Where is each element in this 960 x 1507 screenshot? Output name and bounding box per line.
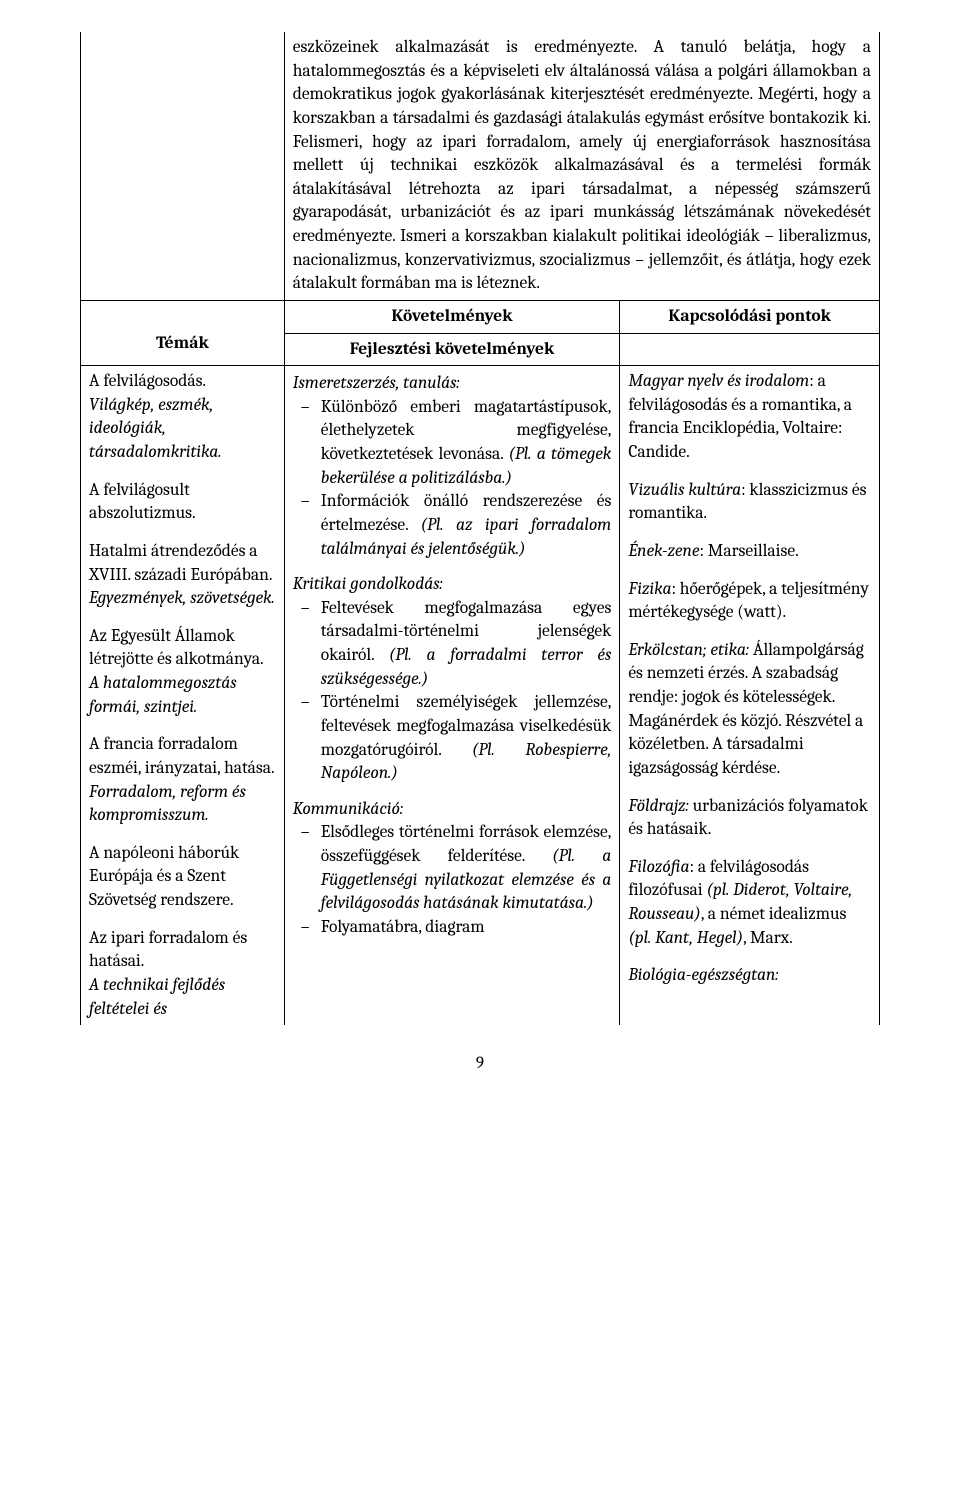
requirement-item: Különböző emberi magatartástípusok, élet… [293, 396, 612, 491]
topics-cell: A felvilágosodás.Világkép, eszmék, ideol… [81, 366, 285, 1026]
topic-subtitle: Egyezmények, szövetségek. [89, 587, 276, 611]
connection-label: Erkölcstan; etika: [628, 640, 749, 660]
connection-text: : Marseillaise. [700, 541, 799, 561]
topic-title: A felvilágosult abszolutizmus. [89, 479, 276, 526]
connections-header: Kapcsolódási pontok [620, 300, 880, 333]
connection-block: Földrajz: urbanizációs folyamatok és hat… [628, 795, 871, 842]
requirement-section-heading: Kritikai gondolkodás: [293, 573, 612, 597]
connection-label: Biológia-egészségtan: [628, 965, 778, 985]
topic-title: A felvilágosodás. [89, 370, 276, 394]
connection-block: Erkölcstan; etika: Állampolgárság és nem… [628, 639, 871, 781]
topic-block: A napóleoni háborúk Európája és a Szent … [89, 842, 276, 913]
topic-subtitle: A technikai fejlődés feltételei és [89, 974, 276, 1021]
requirements-header: Követelmények [284, 300, 620, 333]
connection-text-part: , a német idealizmus [701, 904, 847, 924]
connection-label: Vizuális kultúra [628, 480, 741, 500]
intro-left-cell [81, 32, 285, 300]
page-number: 9 [80, 1053, 880, 1076]
connection-block: Ének-zene: Marseillaise. [628, 540, 871, 564]
requirement-item: Folyamatábra, diagram [293, 916, 612, 940]
topic-block: A felvilágosult abszolutizmus. [89, 479, 276, 526]
requirement-item: Feltevések megfogalmazása egyes társadal… [293, 597, 612, 692]
topic-subtitle: A hatalommegosztás formái, szintjei. [89, 672, 276, 719]
topic-block: Az ipari forradalom és hatásai.A technik… [89, 927, 276, 1022]
requirement-item: Információk önálló rendszerezése és érte… [293, 490, 612, 561]
topic-title: Az ipari forradalom és hatásai. [89, 927, 276, 974]
requirement-list: Feltevések megfogalmazása egyes társadal… [293, 597, 612, 786]
requirement-item: Elsődleges történelmi források elemzése,… [293, 821, 612, 916]
requirement-section-heading: Ismeretszerzés, tanulás: [293, 372, 612, 396]
connection-block: Vizuális kultúra: klasszicizmus és roman… [628, 479, 871, 526]
connection-label: Fizika [628, 579, 671, 599]
requirement-list: Különböző emberi magatartástípusok, élet… [293, 396, 612, 561]
topic-subtitle: Világkép, eszmék, ideológiák, társadalom… [89, 394, 276, 465]
connection-text: Állampolgárság és nemzeti érzés. A szaba… [628, 640, 863, 778]
topic-subtitle: Forradalom, reform és kompromisszum. [89, 781, 276, 828]
header-row-1: Témák Követelmények Kapcsolódási pontok [81, 300, 880, 333]
connection-block: Fizika: hőerőgépek, a teljesítmény mérté… [628, 578, 871, 625]
connections-empty-header [620, 333, 880, 366]
connections-cell: Magyar nyelv és irodalom: a felvilágosod… [620, 366, 880, 1026]
connection-block: Magyar nyelv és irodalom: a felvilágosod… [628, 370, 871, 465]
requirement-section-heading: Kommunikáció: [293, 798, 612, 822]
connection-text-part: (pl. Kant, Hegel) [628, 928, 743, 948]
topics-header: Témák [81, 300, 285, 365]
connection-block: Biológia-egészségtan: [628, 964, 871, 988]
intro-row: eszközeinek alkalmazását is eredményezte… [81, 32, 880, 300]
topic-title: Hatalmi átrendeződés a XVIII. századi Eu… [89, 540, 276, 587]
connection-text-part: , Marx. [743, 928, 793, 948]
body-row: A felvilágosodás.Világkép, eszmék, ideol… [81, 366, 880, 1026]
topic-block: Az Egyesült Államok létrejötte és alkotm… [89, 625, 276, 720]
topic-block: A francia forradalom eszméi, irányzatai,… [89, 733, 276, 828]
topic-title: A napóleoni háborúk Európája és a Szent … [89, 842, 276, 913]
intro-text: eszközeinek alkalmazását is eredményezte… [293, 37, 871, 293]
connection-label: Filozófia [628, 857, 689, 877]
topic-title: Az Egyesült Államok létrejötte és alkotm… [89, 625, 276, 672]
connection-label: Ének-zene [628, 541, 699, 561]
curriculum-table: eszközeinek alkalmazását is eredményezte… [80, 32, 880, 1025]
connection-label: Földrajz: [628, 796, 688, 816]
topic-block: A felvilágosodás.Világkép, eszmék, ideol… [89, 370, 276, 465]
connection-block: Filozófia: a felvilágosodás filozófusai … [628, 856, 871, 951]
connection-label: Magyar nyelv és irodalom [628, 371, 809, 391]
requirements-cell: Ismeretszerzés, tanulás:Különböző emberi… [284, 366, 620, 1026]
topic-title: A francia forradalom eszméi, irányzatai,… [89, 733, 276, 780]
requirement-item-text: Folyamatábra, diagram [321, 917, 485, 937]
requirement-item: Történelmi személyiségek jellemzése, fel… [293, 691, 612, 786]
topic-block: Hatalmi átrendeződés a XVIII. századi Eu… [89, 540, 276, 611]
intro-text-cell: eszközeinek alkalmazását is eredményezte… [284, 32, 879, 300]
requirement-list: Elsődleges történelmi források elemzése,… [293, 821, 612, 939]
dev-requirements-header: Fejlesztési követelmények [284, 333, 620, 366]
